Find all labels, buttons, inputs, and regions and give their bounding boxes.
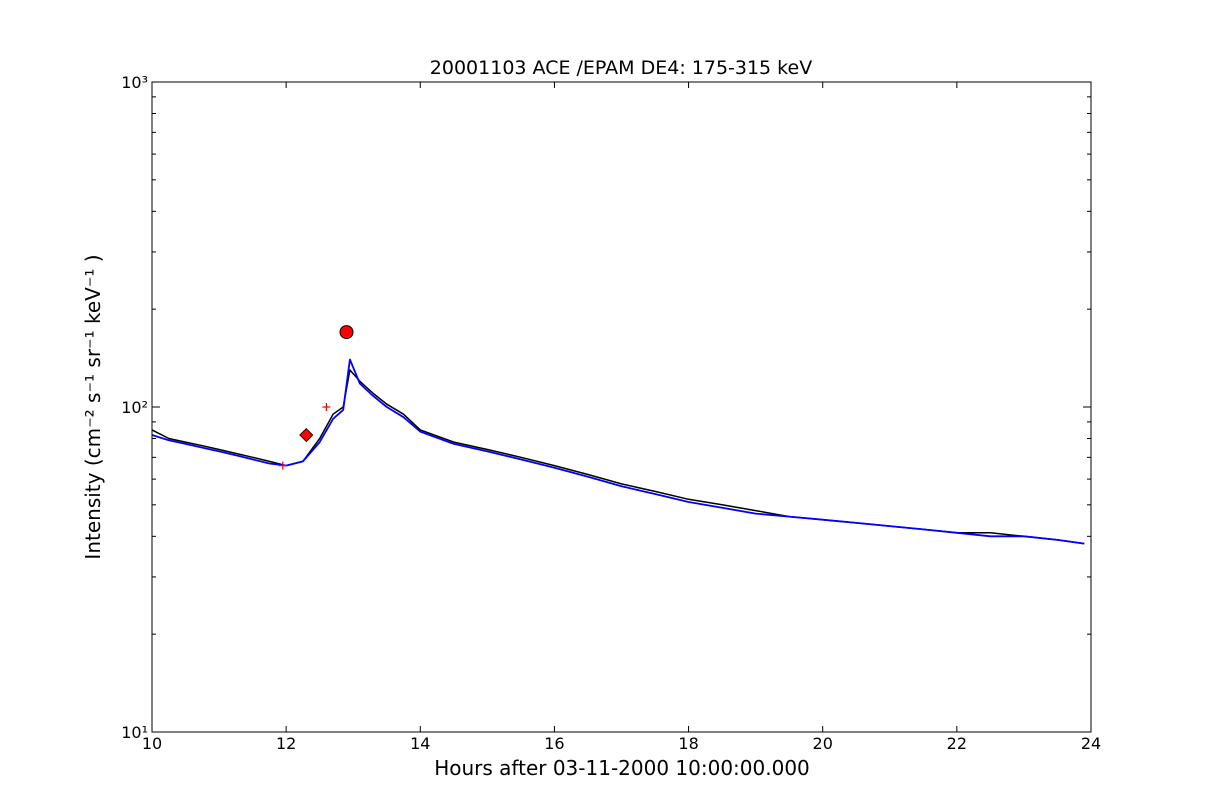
x-tick-label: 18 [678, 734, 698, 753]
y-tick-label: 10² [121, 398, 148, 417]
x-tick-label: 20 [813, 734, 833, 753]
y-axis-ticks: 10¹ 10² 10³ [121, 73, 1091, 742]
y-tick-label: 10³ [121, 73, 148, 92]
marker-circle-2 [339, 325, 354, 340]
series-layer [151, 358, 1085, 545]
x-tick-label: 14 [410, 734, 430, 753]
y-axis-label: Intensity (cm⁻² s⁻¹ sr⁻¹ keV⁻¹ ) [81, 254, 105, 559]
series-line-2 [151, 358, 1085, 545]
x-axis-ticks: 10 12 14 16 18 20 22 24 [142, 82, 1101, 753]
x-tick-label: 12 [276, 734, 296, 753]
marker-plus-3 [278, 461, 287, 470]
marker-plus-4 [322, 403, 331, 411]
x-tick-label: 22 [947, 734, 967, 753]
x-axis-label: Hours after 03-11-2000 10:00:00.000 [434, 756, 810, 780]
x-tick-label: 10 [142, 734, 162, 753]
marker-diamond-1 [299, 427, 314, 443]
y-tick-label: 10¹ [121, 723, 148, 742]
x-tick-label: 24 [1081, 734, 1101, 753]
x-tick-label: 16 [544, 734, 564, 753]
marker-layer [278, 325, 354, 470]
chart-title: 20001103 ACE /EPAM DE4: 175-315 keV [430, 57, 812, 79]
